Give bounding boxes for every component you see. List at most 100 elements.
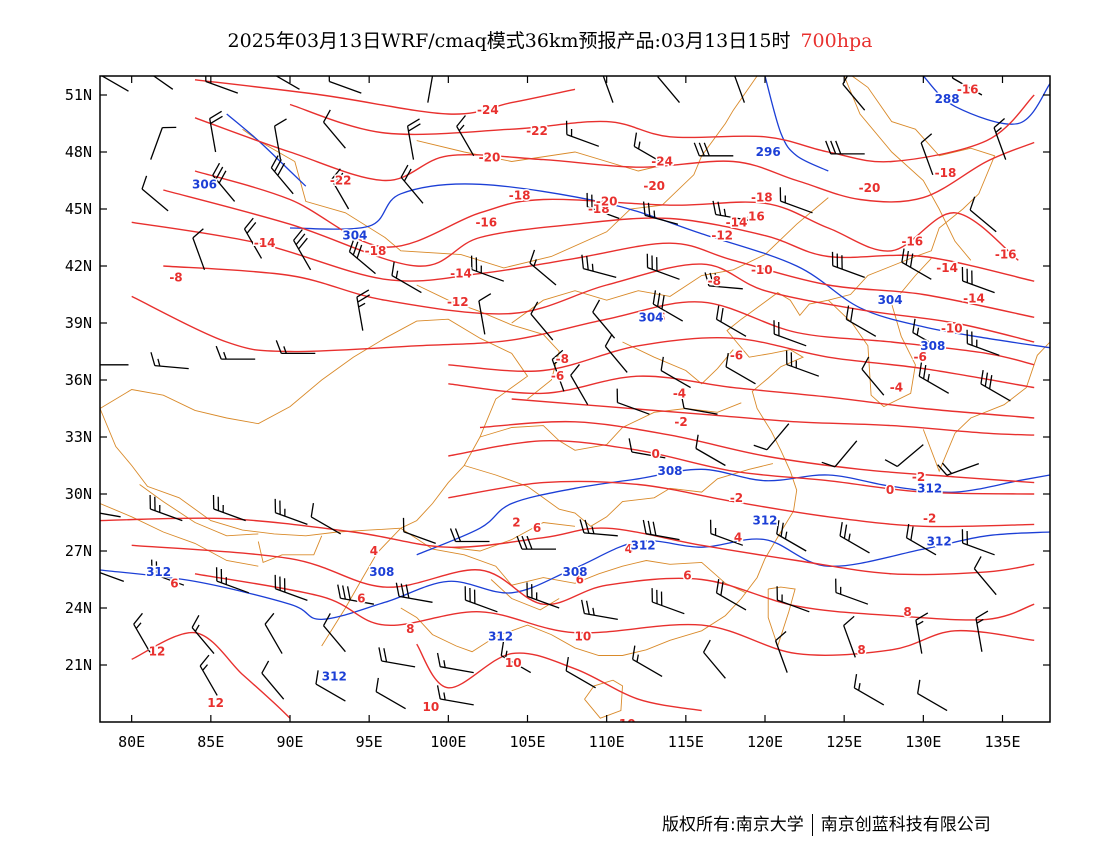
wind-barb xyxy=(322,613,346,653)
wind-barb xyxy=(704,272,743,290)
wind-barb xyxy=(141,175,169,212)
lon-tick-label: 115E xyxy=(668,733,704,751)
wind-barb xyxy=(581,254,617,279)
contour-label: -16 xyxy=(995,248,1017,262)
contour-label: -10 xyxy=(751,263,773,277)
lat-tick-label: 21N xyxy=(65,656,92,674)
contour-label: -10 xyxy=(941,322,963,336)
wind-barb xyxy=(912,318,943,351)
contour-label: 308 xyxy=(369,565,394,579)
wind-barb xyxy=(975,610,989,652)
contour-label: -24 xyxy=(477,103,499,117)
contour-label: -14 xyxy=(450,267,472,281)
wind-barb xyxy=(973,556,997,596)
wind-barb xyxy=(356,289,371,331)
height-contour-312 xyxy=(100,531,1050,621)
contour-label: -16 xyxy=(901,234,923,248)
wind-barb xyxy=(646,253,680,280)
wind-barb xyxy=(633,132,665,164)
contour-label: -8 xyxy=(556,352,569,366)
contour-label: -2 xyxy=(923,512,936,526)
wind-barb xyxy=(209,110,223,153)
contour-label: 308 xyxy=(657,464,682,478)
contour-label: 4 xyxy=(625,542,633,556)
wind-barb xyxy=(581,599,618,621)
wind-barb xyxy=(915,612,929,654)
isotherm--16 xyxy=(163,189,1035,282)
contour-label: -20 xyxy=(859,181,881,195)
contour-label: -20 xyxy=(479,151,501,165)
contour-label: 288 xyxy=(935,92,960,106)
contour-label: 308 xyxy=(920,339,945,353)
wind-barb xyxy=(331,168,350,210)
wind-barb xyxy=(839,522,870,554)
wind-barb xyxy=(969,196,997,233)
wind-barb xyxy=(191,615,215,655)
wind-barb xyxy=(570,364,589,406)
wind-barb xyxy=(732,76,746,103)
wind-barb xyxy=(702,639,726,679)
contour-label: 304 xyxy=(878,293,903,307)
isotherm--2 xyxy=(479,420,1035,484)
contour-label: 6 xyxy=(683,569,691,583)
wind-barb xyxy=(753,423,790,451)
wind-barb xyxy=(966,329,1000,356)
contour-label: 304 xyxy=(342,229,367,243)
contour-label: 312 xyxy=(322,669,347,683)
isotherm--6 xyxy=(448,375,1035,419)
contour-label: 0 xyxy=(652,447,660,461)
wind-barb xyxy=(293,229,312,271)
isotherm--24 xyxy=(194,79,576,115)
lon-tick-label: 105E xyxy=(509,733,545,751)
lon-tick-label: 100E xyxy=(430,733,466,751)
contour-label: 4 xyxy=(734,531,742,545)
wind-barb xyxy=(100,569,125,583)
isotherm-4 xyxy=(100,517,1035,576)
wind-barb xyxy=(616,388,650,415)
contour-label: -12 xyxy=(711,229,733,243)
wind-barb xyxy=(961,267,995,294)
wind-barb xyxy=(328,76,362,94)
wind-barb xyxy=(436,685,474,706)
wind-barb xyxy=(151,559,185,586)
contour-label: -4 xyxy=(890,381,903,395)
border-line xyxy=(479,402,742,451)
isotherm-10 xyxy=(416,643,702,712)
isotherm--12 xyxy=(163,263,1035,343)
contour-label: 10 xyxy=(619,717,636,731)
wind-barb xyxy=(715,579,747,611)
contour-label: 312 xyxy=(488,630,513,644)
lon-tick-label: 120E xyxy=(747,733,783,751)
border-line xyxy=(622,341,734,385)
wind-barb xyxy=(275,340,316,355)
wind-barb xyxy=(133,612,152,654)
lon-tick-label: 95E xyxy=(356,733,383,751)
wind-barb xyxy=(853,674,885,706)
wind-barb xyxy=(375,677,406,710)
company-text: 南京创蓝科技有限公司 xyxy=(820,815,991,835)
wind-barb xyxy=(261,660,285,700)
footer: 版权所有:南京大学 南京创蓝科技有限公司 xyxy=(662,810,991,836)
border-line xyxy=(767,586,796,648)
contour-label: -18 xyxy=(509,189,531,203)
copyright-text: 版权所有:南京大学 xyxy=(662,815,804,835)
border-line xyxy=(448,522,576,552)
wind-barb xyxy=(642,201,679,225)
contour-label: -4 xyxy=(673,386,686,400)
contour-label: -16 xyxy=(957,82,979,96)
lon-tick-label: 110E xyxy=(589,733,625,751)
border-line xyxy=(416,284,560,400)
border-line xyxy=(843,76,972,261)
wind-barb xyxy=(600,76,614,103)
axes: 80E 85E 90E 95E 100E 105E 110E 115E 120E 125E 130E… xyxy=(65,76,1050,751)
wind-barb xyxy=(470,255,505,282)
wind-barb xyxy=(144,76,174,90)
wind-barb xyxy=(100,76,129,92)
contour-label: -20 xyxy=(643,179,665,193)
wind-barb xyxy=(215,567,250,594)
contour-label: -18 xyxy=(935,166,957,180)
border-line xyxy=(464,463,774,527)
wind-barb xyxy=(402,517,436,545)
contour-label: -14 xyxy=(254,236,276,250)
